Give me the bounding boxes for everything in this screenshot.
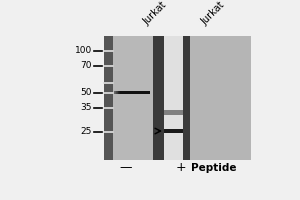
Bar: [153, 36, 164, 160]
Bar: [164, 129, 183, 133]
Text: Jurkat: Jurkat: [199, 0, 226, 27]
Text: Peptide: Peptide: [191, 163, 237, 173]
Bar: [104, 36, 113, 160]
Text: 50: 50: [81, 88, 92, 97]
Text: Jurkat: Jurkat: [141, 0, 168, 27]
Bar: [115, 91, 116, 94]
Bar: [190, 36, 251, 160]
Bar: [119, 91, 120, 94]
Text: +: +: [175, 161, 186, 174]
Text: —: —: [120, 161, 132, 174]
Bar: [164, 36, 183, 160]
Bar: [118, 91, 119, 94]
Text: 25: 25: [81, 127, 92, 136]
Text: 70: 70: [81, 61, 92, 70]
Text: 35: 35: [81, 103, 92, 112]
Bar: [114, 91, 150, 94]
Bar: [183, 36, 190, 160]
Bar: [116, 91, 117, 94]
Text: 100: 100: [75, 46, 92, 55]
Bar: [104, 36, 251, 160]
Bar: [104, 36, 153, 160]
Bar: [164, 110, 183, 115]
Bar: [117, 91, 118, 94]
Bar: [114, 91, 115, 94]
